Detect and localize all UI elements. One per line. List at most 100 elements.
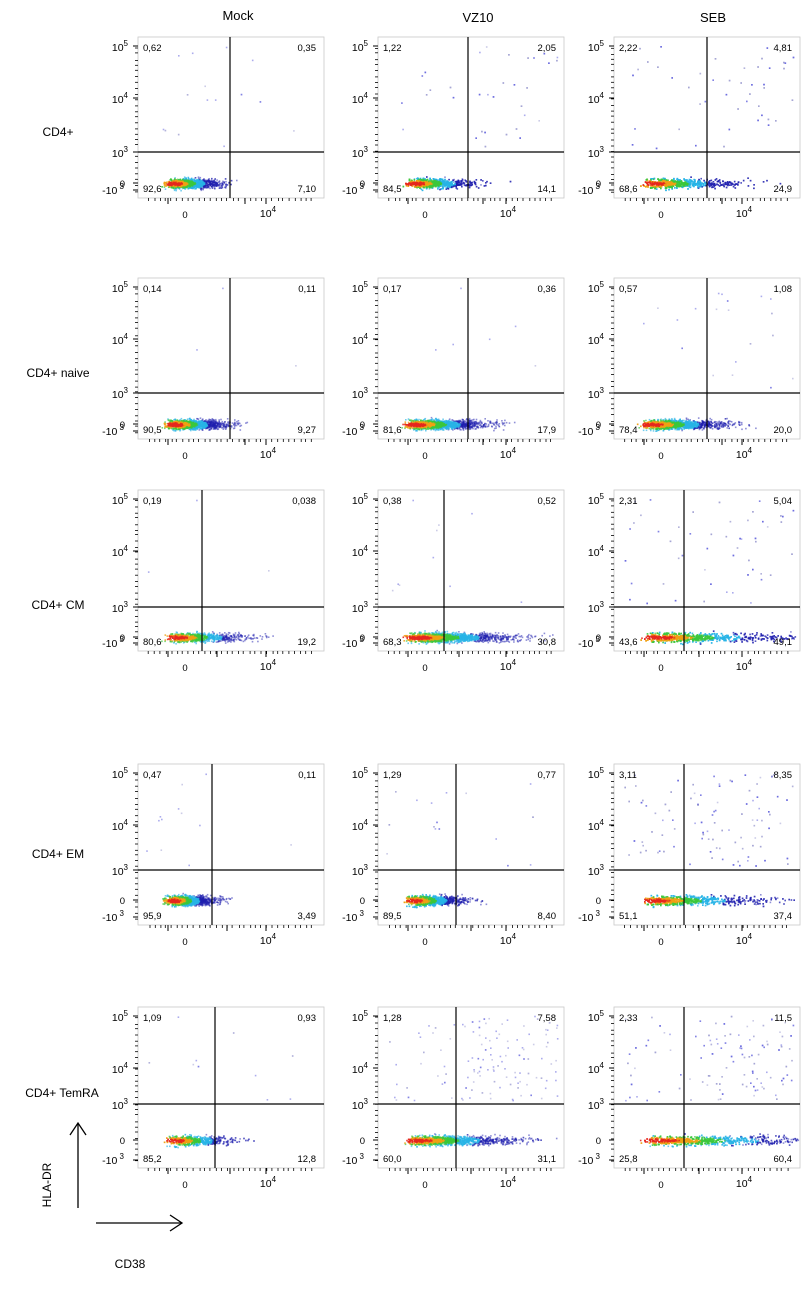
event-dot [203, 182, 205, 184]
event-dot [655, 188, 658, 190]
event-dot [210, 183, 212, 185]
event-dot [197, 177, 200, 180]
event-dot [468, 184, 471, 186]
event-dot [202, 180, 205, 183]
event-dot [179, 179, 182, 182]
event-dot [556, 59, 558, 62]
event-dot [186, 184, 189, 187]
event-dot [183, 178, 186, 181]
event-dot [206, 182, 208, 184]
event-dot [201, 179, 204, 181]
event-dot [181, 180, 184, 183]
y-tick-label-1e5: 105 [352, 39, 369, 54]
event-dot [209, 181, 211, 183]
event-dot [213, 179, 216, 182]
event-dot [468, 186, 471, 189]
event-dot [448, 185, 451, 187]
event-dot [481, 130, 483, 133]
event-dot [410, 181, 412, 183]
event-dot [200, 179, 203, 182]
event-dot [642, 184, 645, 186]
event-dot [407, 184, 410, 186]
event-dot [665, 179, 668, 181]
event-dot [461, 185, 463, 188]
event-dot [423, 186, 425, 188]
event-dot [723, 145, 725, 148]
event-dot [183, 184, 186, 186]
event-dot [485, 184, 487, 187]
event-dot [430, 180, 433, 182]
event-dot [225, 183, 227, 186]
event-dot [191, 178, 194, 181]
event-dot [538, 120, 540, 122]
event-dot [179, 180, 182, 183]
event-dot [218, 187, 221, 189]
event-dot [469, 181, 471, 184]
event-dot [412, 183, 415, 186]
event-dot [209, 187, 211, 190]
event-dot [205, 183, 208, 185]
column-header-seb: SEB [700, 10, 726, 25]
event-dot [484, 145, 487, 148]
event-dot [183, 182, 185, 185]
event-dot [179, 178, 182, 181]
event-dot [420, 181, 422, 184]
event-dot [165, 185, 168, 187]
event-dot [176, 179, 178, 182]
event-dot [423, 179, 426, 182]
event-dot [182, 178, 184, 181]
event-dot [763, 87, 765, 89]
event-dot [197, 183, 200, 185]
event-dot [704, 100, 707, 103]
event-dot [732, 185, 735, 188]
event-dot [200, 184, 202, 187]
event-dot [519, 137, 521, 139]
y-tick-label-1e3: 103 [112, 145, 129, 160]
event-dot [197, 185, 200, 187]
event-dot [444, 185, 446, 187]
event-dot [178, 55, 180, 57]
event-dot [215, 185, 218, 187]
event-dot [221, 182, 223, 184]
event-dot [734, 187, 737, 189]
event-dot [195, 183, 198, 186]
event-dot [456, 180, 459, 183]
event-dot [429, 89, 432, 91]
event-dot [455, 185, 458, 187]
event-dot [213, 181, 215, 184]
event-dot [417, 178, 419, 180]
x-tick-label-zero: 0 [422, 210, 427, 221]
quadrant-value-upper-left: 0,62 [143, 43, 162, 54]
event-dot [438, 186, 440, 188]
row-label-cd4-temra: CD4+ TemRA [25, 1086, 98, 1100]
event-dot [187, 181, 190, 183]
event-dot [208, 178, 210, 180]
event-dot [208, 183, 211, 186]
event-dot [674, 187, 676, 189]
event-dot [634, 128, 636, 130]
event-dot [430, 184, 433, 187]
event-dot [174, 184, 176, 186]
event-dot [453, 185, 455, 187]
event-dot [221, 185, 223, 187]
plot-frame [377, 36, 565, 199]
event-dot [419, 186, 421, 188]
event-dot [191, 181, 194, 183]
event-dot [236, 179, 238, 182]
event-dot [761, 114, 763, 117]
event-dot [182, 178, 185, 180]
event-dot [230, 183, 232, 186]
event-dot [421, 189, 424, 192]
event-dot [203, 179, 205, 182]
event-dot [188, 187, 190, 190]
event-dot [216, 179, 218, 181]
event-dot [728, 79, 731, 82]
event-dot [447, 181, 449, 183]
plot-frame [137, 36, 325, 199]
event-dot [203, 187, 205, 189]
event-dot [441, 187, 444, 190]
event-dot [487, 93, 489, 96]
event-dot [191, 52, 194, 55]
event-dot [432, 181, 435, 184]
event-dot [218, 181, 221, 183]
